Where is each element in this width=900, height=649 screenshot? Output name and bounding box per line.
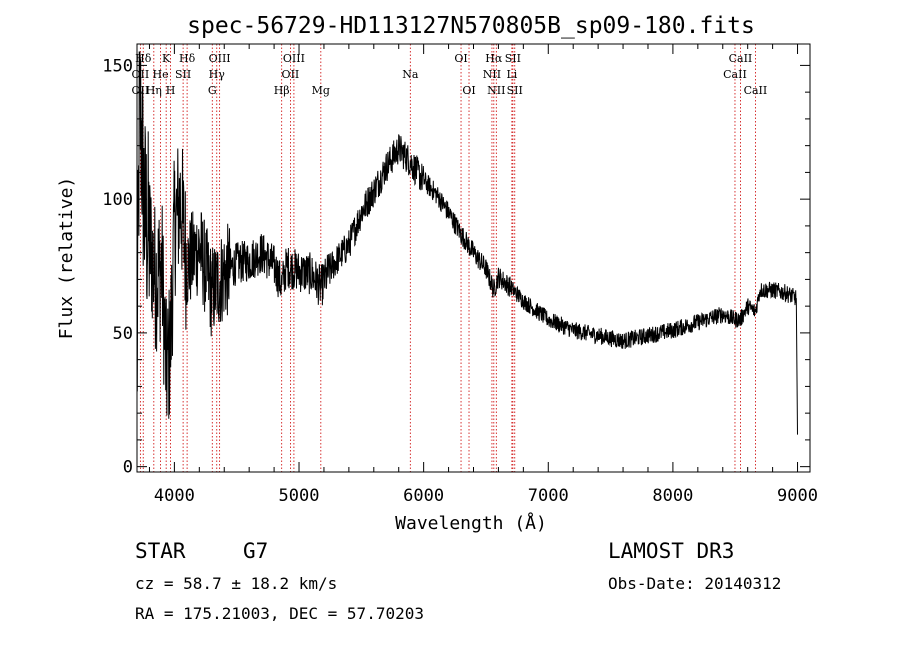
line-marker-label: OIII [209, 52, 231, 65]
spectrum-series [136, 51, 798, 435]
x-tick-label: 6000 [403, 486, 444, 506]
line-marker-label: OI [454, 52, 467, 65]
y-tick-label: 150 [102, 56, 133, 76]
x-axis-label: Wavelength (Å) [395, 512, 547, 534]
line-marker-label: SII [175, 68, 191, 81]
line-marker-label: Hα [485, 52, 503, 65]
x-tick-label: 9000 [777, 486, 818, 506]
line-marker-label: SII [505, 52, 521, 65]
line-marker-label: OII [282, 68, 300, 81]
line-marker-label: Na [402, 68, 419, 81]
redshift-cz: cz = 58.7 ± 18.2 km/s [135, 574, 338, 593]
plot-frame [136, 43, 811, 473]
object-subclass: G7 [243, 539, 269, 563]
line-marker-label: Hδ [179, 52, 196, 65]
observation-date: Obs-Date: 20140312 [608, 574, 782, 593]
x-tick-label: 8000 [652, 486, 693, 506]
line-marker-label: OIII [283, 52, 305, 65]
line-marker-label: Li [506, 68, 517, 81]
line-marker-label: CaII [729, 52, 753, 65]
line-marker-label: OI [462, 84, 475, 97]
x-tick-label: 7000 [528, 486, 569, 506]
line-marker-label: Hγ [209, 68, 226, 81]
y-tick-label: 50 [113, 324, 133, 344]
line-marker-label: Hη [146, 84, 162, 97]
line-marker-label: H [166, 84, 176, 97]
x-tick-label: 5000 [279, 486, 320, 506]
object-class: STAR [135, 539, 186, 563]
spectrum-line [136, 51, 798, 435]
line-marker-label: K [162, 52, 171, 65]
line-marker-label: Hβ [274, 84, 290, 97]
ra-dec-coordinates: RA = 175.21003, DEC = 57.70203 [135, 604, 424, 623]
line-marker-label: Mg [312, 84, 330, 97]
line-marker-label: G [208, 84, 217, 97]
line-marker-label: He [153, 68, 169, 81]
survey-name: LAMOST DR3 [608, 539, 735, 563]
chart-title: spec-56729-HD113127N570805B_sp09-180.fit… [187, 13, 755, 39]
y-tick-label: 0 [123, 458, 133, 478]
y-tick-label: 100 [102, 190, 133, 210]
y-axis-label: Flux (relative) [56, 177, 77, 340]
line-marker-label: CaII [723, 68, 747, 81]
line-marker-label: CaII [744, 84, 768, 97]
line-marker-label: NII [487, 84, 505, 97]
y-axis: 0 50 100 150 [102, 56, 810, 478]
x-axis: 4000 5000 6000 7000 8000 9000 [148, 44, 818, 506]
x-tick-label: 4000 [154, 486, 195, 506]
line-marker-label: SII [507, 84, 523, 97]
line-marker-label: Hδ [135, 52, 152, 65]
line-marker-label: NII [483, 68, 501, 81]
